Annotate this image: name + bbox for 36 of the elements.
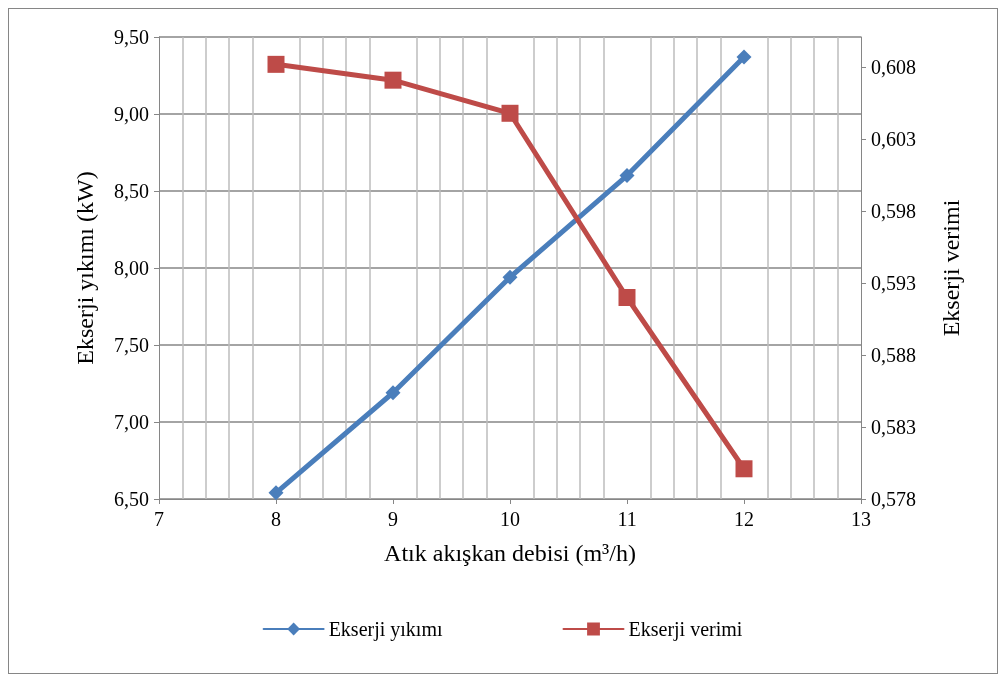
x-tick-label: 13	[851, 508, 871, 530]
y-tick-label: 8,50	[114, 180, 149, 202]
point	[735, 460, 753, 478]
legend-label: Ekserji yıkımı	[328, 618, 443, 641]
point	[385, 385, 401, 401]
y2-tick-label: 0,608	[871, 56, 916, 79]
point	[502, 269, 518, 285]
x-tick-label: 11	[617, 508, 637, 530]
x-axis-title: Atık akışkan debisi (m³/h)	[384, 540, 636, 566]
y-tick-label: 9,00	[114, 103, 149, 125]
x-tick-label: 10	[500, 508, 520, 530]
point	[384, 71, 402, 89]
y2-tick-label: 0,603	[871, 128, 916, 151]
y2-tick-label: 0,578	[871, 488, 916, 510]
y2-tick-label: 0,593	[871, 272, 916, 295]
point	[268, 485, 284, 501]
x-tick-label: 12	[734, 508, 754, 530]
y2-tick-label: 0,598	[871, 200, 916, 223]
point	[267, 55, 285, 73]
y-tick-label: 7,00	[114, 411, 149, 433]
y2-tick-label: 0,583	[871, 416, 916, 439]
y-tick-label: 9,50	[114, 26, 149, 48]
y-tick-label: 7,50	[114, 334, 149, 356]
point	[501, 104, 519, 122]
point	[618, 289, 636, 306]
y-axis-title: Ekserji yıkımı (kW)	[72, 171, 98, 365]
y2-tick-label: 0,588	[871, 344, 916, 367]
legend-label: Ekserji verimi	[628, 618, 743, 641]
x-tick-label: 8	[271, 508, 281, 530]
point	[736, 49, 752, 65]
y-tick-label: 8,00	[114, 257, 149, 279]
x-tick-label: 9	[388, 508, 398, 530]
y2-axis-title: Ekserji verimi	[938, 199, 964, 337]
y-tick-label: 6,50	[114, 488, 149, 510]
point	[619, 168, 635, 184]
x-tick-label: 7	[154, 508, 164, 530]
